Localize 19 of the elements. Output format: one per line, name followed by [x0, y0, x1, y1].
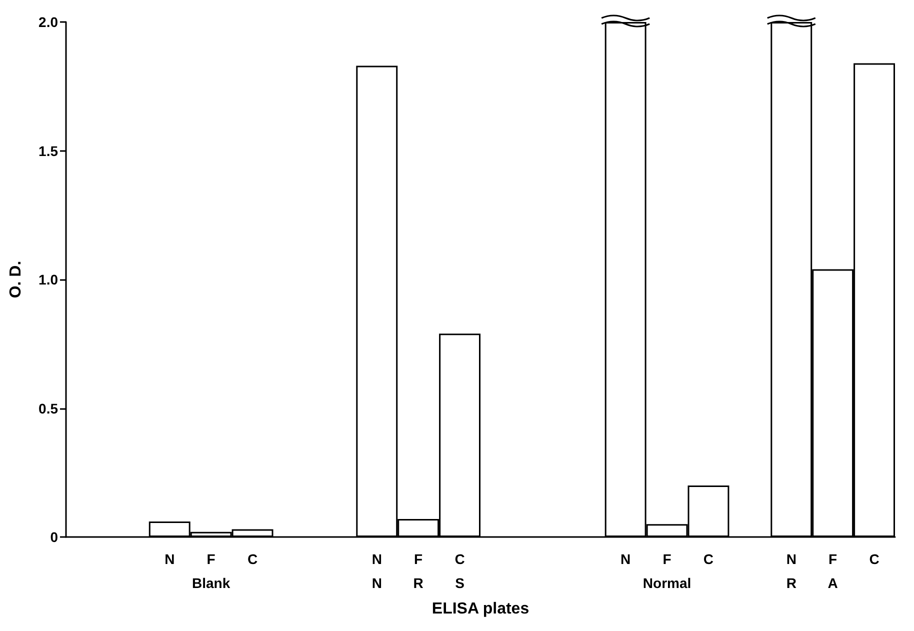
x-axis-title: ELISA plates [432, 600, 530, 618]
x-tick-label: C [869, 551, 880, 567]
x-tick-label: C S [454, 551, 465, 591]
x-tick-label: F R [413, 551, 424, 591]
y-axis-title: O. D. [8, 260, 24, 298]
y-tick-label: 2.0 [38, 14, 58, 30]
x-tick-label: F A [828, 551, 838, 591]
x-tick-label: N [620, 551, 631, 567]
x-tick-label: C [247, 551, 258, 567]
x-tick-label: N N [372, 551, 382, 591]
x-tick-label: N R [786, 551, 796, 591]
x-tick-label: F Blank [192, 551, 230, 591]
x-tick-label: N [164, 551, 175, 567]
x-tick-label: C [703, 551, 714, 567]
y-tick-label: 1.0 [38, 272, 58, 288]
y-tick-label: 1.5 [38, 142, 58, 159]
x-tick-label: F Normal [642, 551, 692, 591]
y-tick-label: 0 [50, 529, 58, 545]
y-tick-label: 0.5 [38, 400, 58, 416]
